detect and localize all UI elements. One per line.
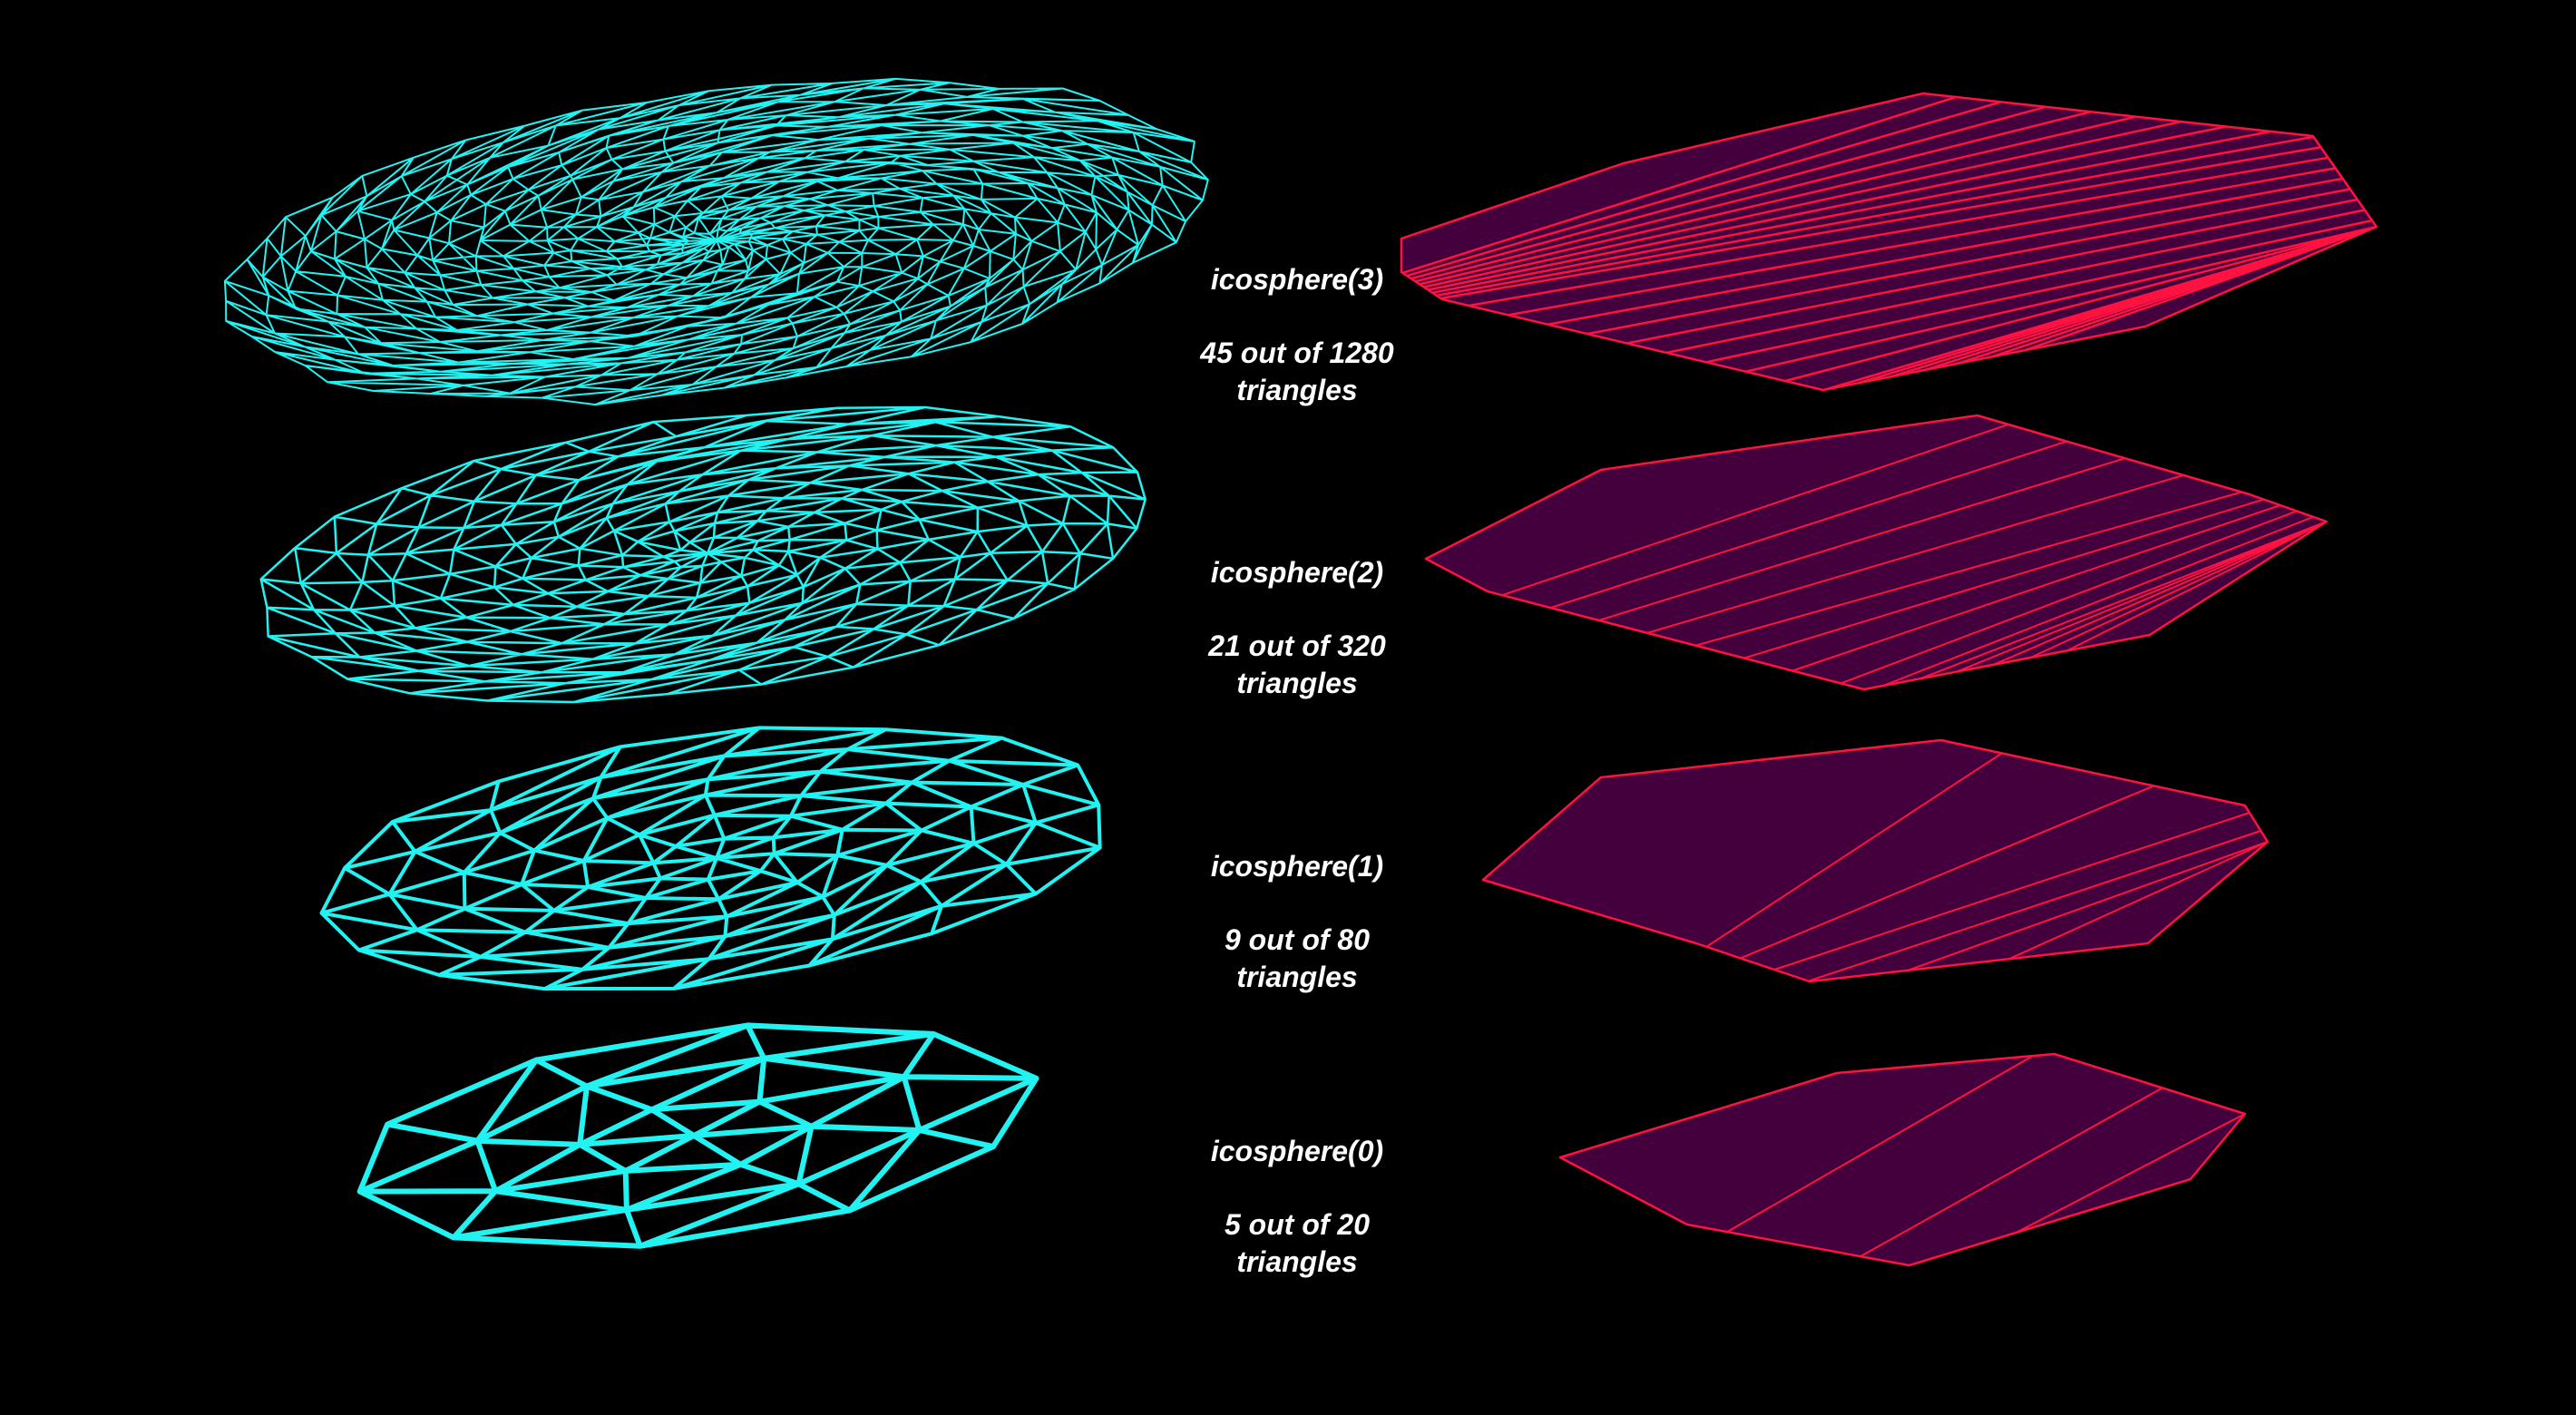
triangle-count: 5 out of 20 — [1224, 1208, 1370, 1241]
wireframe-mesh-icosphere-1 — [319, 726, 1102, 991]
flattened-meshes — [1400, 92, 2378, 1267]
triangle-count: 9 out of 80 — [1224, 923, 1370, 956]
label-icosphere-0: icosphere(0) 5 out of 20 triangles — [1134, 1133, 1460, 1281]
wireframe-edges — [356, 1022, 1039, 1249]
wireframe-mesh-icosphere-2 — [259, 405, 1147, 704]
flat-mesh-icosphere-1 — [1481, 738, 2269, 983]
wireframe-meshes — [223, 77, 1209, 1249]
mesh-name: icosphere(2) — [1210, 556, 1384, 589]
triangle-unit: triangles — [1236, 374, 1358, 406]
triangle-unit: triangles — [1236, 961, 1358, 993]
mesh-name: icosphere(1) — [1210, 850, 1384, 883]
wireframe-mesh-icosphere-0 — [356, 1022, 1039, 1249]
flat-mesh-outline — [1424, 414, 2328, 691]
flat-mesh-edges — [1705, 752, 2269, 982]
wireframe-edges — [223, 77, 1209, 406]
flat-mesh-icosphere-2 — [1424, 414, 2328, 691]
triangle-count: 45 out of 1280 — [1200, 337, 1394, 369]
wireframe-edges — [259, 405, 1147, 704]
flat-mesh-edges — [1402, 95, 2377, 391]
flat-mesh-outline — [1400, 92, 2378, 392]
wireframe-mesh-icosphere-3 — [223, 77, 1209, 406]
triangle-unit: triangles — [1236, 667, 1358, 699]
label-icosphere-2: icosphere(2) 21 out of 320 triangles — [1134, 554, 1460, 702]
label-icosphere-3: icosphere(3) 45 out of 1280 triangles — [1134, 261, 1460, 409]
triangle-count: 21 out of 320 — [1208, 629, 1386, 662]
flat-mesh-outline — [1481, 738, 2269, 983]
flat-mesh-edges — [1726, 1055, 2246, 1257]
label-icosphere-1: icosphere(1) 9 out of 80 triangles — [1134, 848, 1460, 996]
mesh-name: icosphere(0) — [1210, 1135, 1384, 1167]
flat-mesh-icosphere-0 — [1558, 1052, 2247, 1267]
flat-mesh-icosphere-3 — [1400, 92, 2378, 392]
mesh-name: icosphere(3) — [1210, 263, 1384, 296]
flat-mesh-outline — [1558, 1052, 2247, 1267]
triangle-unit: triangles — [1236, 1245, 1358, 1278]
wireframe-edges — [319, 726, 1102, 991]
flat-mesh-edges — [1501, 423, 2327, 687]
